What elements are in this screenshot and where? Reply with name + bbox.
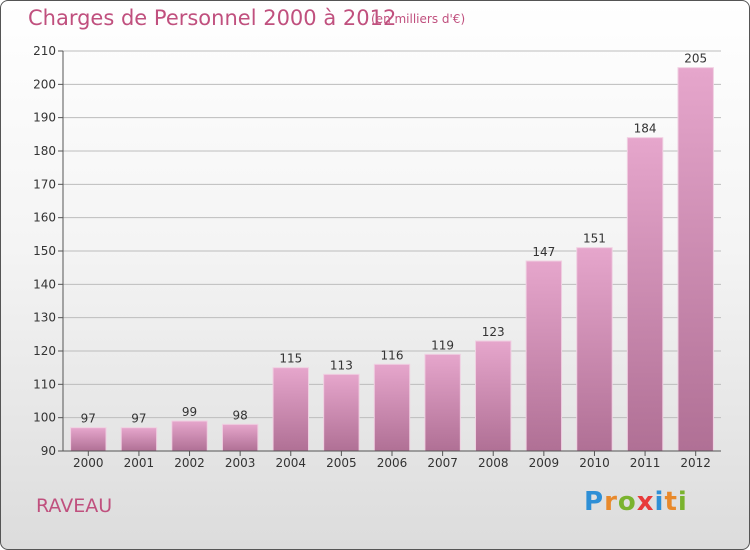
bar	[272, 367, 309, 452]
data-label: 97	[131, 412, 146, 426]
y-tick-label: 90	[41, 444, 56, 458]
data-label: 205	[684, 52, 707, 66]
bar	[576, 247, 613, 452]
chart-title: Charges de Personnel 2000 à 2012	[28, 6, 397, 30]
bar	[373, 363, 411, 452]
y-tick-label: 170	[33, 177, 56, 191]
data-label: 97	[81, 412, 96, 426]
x-tick-label: 2006	[377, 456, 408, 470]
y-tick-label: 130	[33, 311, 56, 325]
logo-letter: t	[664, 487, 678, 517]
bar	[475, 340, 512, 452]
x-tick-label: 2011	[630, 456, 661, 470]
x-tick-label: 2007	[427, 456, 458, 470]
bar	[120, 427, 158, 452]
y-tick-label: 200	[33, 77, 56, 91]
data-label: 113	[330, 358, 353, 372]
bar	[323, 373, 360, 452]
x-tick-label: 2009	[529, 456, 560, 470]
data-label: 151	[583, 232, 606, 246]
logo-letter: P	[584, 487, 605, 517]
y-tick-label: 190	[33, 111, 56, 125]
logo-letter: x	[636, 487, 655, 517]
data-label: 99	[182, 405, 197, 419]
x-tick-label: 2012	[680, 456, 711, 470]
bar	[171, 420, 208, 452]
data-label: 98	[233, 408, 248, 422]
bar	[677, 67, 714, 452]
x-tick-label: 2004	[275, 456, 306, 470]
x-tick-label: 2010	[579, 456, 610, 470]
x-tick-label: 2001	[124, 456, 155, 470]
y-tick-label: 160	[33, 211, 56, 225]
x-tick-label: 2003	[225, 456, 256, 470]
y-tick-label: 140	[33, 277, 56, 291]
y-tick-label: 110	[33, 377, 56, 391]
data-label: 116	[381, 348, 404, 362]
bar	[626, 137, 664, 452]
logo-letter: r	[604, 487, 618, 517]
bar	[221, 423, 259, 452]
y-tick-label: 180	[33, 144, 56, 158]
place-name: RAVEAU	[36, 495, 113, 517]
data-label: 123	[482, 325, 505, 339]
y-tick-label: 100	[33, 411, 56, 425]
logo-letter: i	[677, 487, 688, 517]
y-tick-label: 210	[33, 44, 56, 58]
data-label: 147	[532, 245, 555, 259]
logo-letter: i	[654, 487, 665, 517]
bar	[525, 260, 563, 452]
data-label: 184	[634, 122, 657, 136]
y-tick-label: 150	[33, 244, 56, 258]
bar	[424, 353, 461, 452]
bar	[70, 427, 107, 452]
x-tick-label: 2000	[73, 456, 104, 470]
chart-subtitle: (en milliers d'€)	[371, 12, 466, 26]
logo-letter: o	[617, 487, 637, 517]
data-label: 115	[279, 352, 302, 366]
data-label: 119	[431, 338, 454, 352]
y-tick-label: 120	[33, 344, 56, 358]
x-tick-label: 2002	[174, 456, 205, 470]
x-tick-label: 2005	[326, 456, 357, 470]
x-tick-label: 2008	[478, 456, 509, 470]
